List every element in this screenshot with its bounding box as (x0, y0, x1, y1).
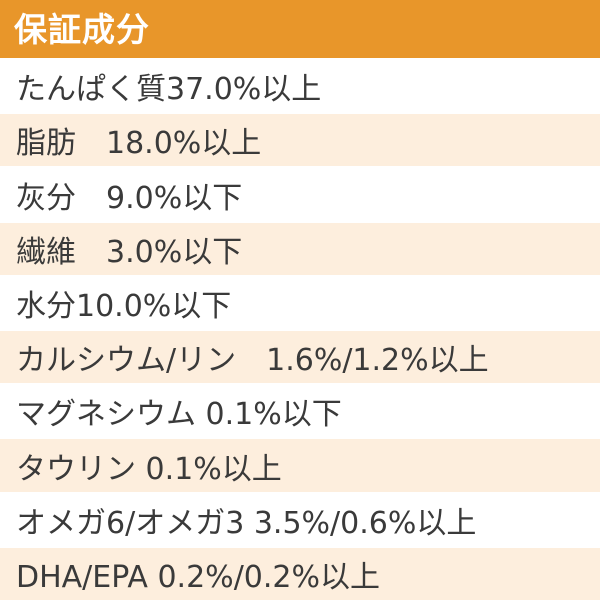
table-row-dha-epa: DHA/EPA 0.2%/0.2%以上 (0, 545, 600, 600)
table-header: 保証成分 (0, 0, 600, 58)
table-row-omega: オメガ6/オメガ3 3.5%/0.6%以上 (0, 491, 600, 546)
table-row-magnesium: マグネシウム 0.1%以下 (0, 383, 600, 438)
table-row-calcium-phosphorus: カルシウム/リン 1.6%/1.2%以上 (0, 329, 600, 384)
table-body: たんぱく質37.0%以上 脂肪 18.0%以上 灰分 9.0%以下 繊維 3.0… (0, 58, 600, 600)
table-row-ash: 灰分 9.0%以下 (0, 166, 600, 221)
table-row-taurine: タウリン 0.1%以上 (0, 437, 600, 492)
table-row-protein: たんぱく質37.0%以上 (0, 58, 600, 113)
table-row-fat: 脂肪 18.0%以上 (0, 112, 600, 167)
table-row-moisture: 水分10.0%以下 (0, 274, 600, 330)
table-title: 保証成分 (14, 9, 150, 49)
table-row-fiber: 繊維 3.0%以下 (0, 220, 600, 275)
